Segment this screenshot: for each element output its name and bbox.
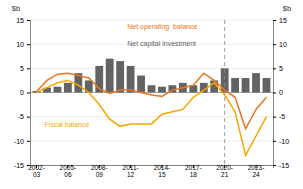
tick-label: -10 [14, 138, 24, 145]
tick-label-line: 15 [158, 171, 166, 178]
tick: 2017-18 [185, 164, 202, 178]
y2-axis-label: $b [283, 4, 291, 13]
tick: -5 [18, 113, 30, 120]
tick-mark [27, 68, 30, 69]
marks [33, 20, 271, 165]
x-axis: 2002-03 2005-06 2008-09 2011-12 2014-15 2017-… [28, 164, 273, 178]
grid-line [30, 140, 273, 141]
chart: 2002-03 2005-06 2008-09 2011-12 2014-15 2017-… [0, 0, 303, 189]
tick: 10 [16, 41, 30, 48]
tick: 2005-06 [60, 164, 77, 178]
tick-label: 2017-18 [185, 164, 202, 178]
tick-mark [273, 44, 276, 45]
tick-mark [27, 165, 30, 166]
bar [242, 78, 250, 93]
tick-label: 0 [279, 89, 283, 96]
tick-label: 2011-12 [123, 164, 139, 178]
bar-series [33, 59, 271, 93]
tick-label: 2008-09 [91, 164, 108, 178]
bar [158, 87, 166, 93]
y-axis: -15 -10 -5 0 5 10 15 [14, 17, 31, 169]
tick: 0 [273, 89, 283, 96]
tick: 2020-21 [216, 164, 233, 178]
tick: 2008-09 [91, 164, 108, 178]
series-label: Fiscal balance [45, 121, 90, 128]
grid [30, 20, 273, 165]
bar [116, 61, 124, 92]
tick-label: 2014-15 [154, 164, 171, 178]
tick: 15 [16, 17, 30, 24]
y-axis-label: $b [12, 4, 20, 13]
tick: 2011-12 [123, 164, 139, 178]
tick-mark [27, 20, 30, 21]
tick: -10 [273, 138, 289, 145]
tick-mark [273, 141, 276, 142]
tick-mark [27, 93, 30, 94]
tick-mark [273, 20, 276, 21]
tick-label: 5 [20, 65, 24, 72]
tick: 2002-03 [28, 164, 45, 178]
bar [54, 87, 62, 93]
tick: 5 [273, 65, 283, 72]
tick-label-line: 24 [252, 171, 260, 178]
axis-line [274, 21, 277, 166]
bar [106, 59, 114, 93]
tick-label-line: 03 [33, 171, 41, 178]
tick: -10 [14, 138, 30, 145]
tick: -15 [14, 162, 30, 169]
tick: -15 [273, 162, 289, 169]
bar [231, 78, 239, 93]
grid-line [30, 20, 273, 21]
tick-label: 15 [279, 17, 287, 24]
line [37, 80, 267, 155]
tick-label: 5 [279, 65, 283, 72]
bar [127, 66, 135, 93]
tick: 15 [273, 17, 287, 24]
bar [148, 85, 156, 92]
tick-label: 2020-21 [216, 164, 233, 178]
bar [252, 73, 260, 92]
tick-mark [27, 141, 30, 142]
tick-label: 2002-03 [28, 164, 45, 178]
series-label: Net operating balance [127, 23, 198, 31]
tick-mark [273, 117, 276, 118]
bar [64, 83, 72, 93]
grid-line [30, 68, 273, 69]
tick-mark [273, 93, 276, 94]
tick-label-line: 21 [221, 171, 229, 178]
tick-label: 10 [279, 41, 287, 48]
line [37, 73, 267, 129]
tick: 2023-24 [248, 164, 265, 178]
tick: 0 [20, 89, 30, 96]
series-label: Net capital investment [127, 40, 196, 48]
axis-line [27, 21, 31, 166]
tick-label: -5 [18, 113, 24, 120]
tick-mark [27, 44, 30, 45]
bar [263, 78, 271, 93]
tick-mark [273, 165, 276, 166]
tick: 10 [273, 41, 287, 48]
tick: 2014-15 [154, 164, 171, 178]
tick-label-line: 12 [127, 171, 135, 178]
tick-label-line: 09 [96, 171, 104, 178]
tick-label: 2023-24 [248, 164, 265, 178]
tick-mark [273, 68, 276, 69]
tick-label: 15 [16, 17, 24, 24]
tick: 5 [20, 65, 30, 72]
bar [137, 76, 145, 93]
tick-label: -10 [279, 138, 289, 145]
reference-line [224, 20, 225, 165]
plot: 2002-03 2005-06 2008-09 2011-12 2014-15 2017-… [14, 17, 289, 178]
tick-label-line: 18 [190, 171, 198, 178]
tick-label: -15 [279, 162, 289, 169]
tick-label: -5 [279, 113, 285, 120]
tick: -5 [273, 113, 285, 120]
tick-label: 2005-06 [60, 164, 77, 178]
tick-label: 0 [20, 89, 24, 96]
y2-axis: -15 -10 -5 0 5 10 15 [273, 17, 289, 169]
tick-mark [27, 117, 30, 118]
tick-label-line: 06 [64, 171, 72, 178]
tick-label: 10 [16, 41, 24, 48]
tick-label: -15 [14, 162, 24, 169]
